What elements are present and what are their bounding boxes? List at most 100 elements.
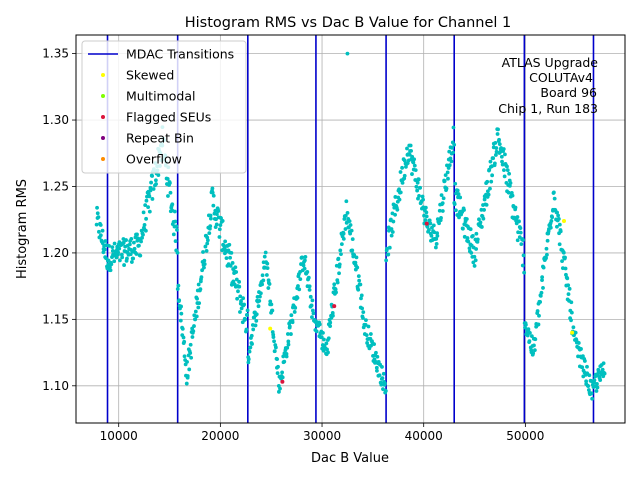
data-point (361, 316, 365, 320)
data-point (374, 365, 379, 370)
data-point (237, 284, 242, 289)
legend-box (81, 40, 247, 174)
data-point (180, 326, 185, 331)
data-point (433, 245, 438, 250)
data-point (515, 238, 520, 243)
data-point (366, 324, 371, 329)
data-point (177, 298, 182, 303)
data-point (451, 125, 456, 130)
data-point (134, 252, 139, 256)
data-point (256, 304, 261, 309)
data-point (120, 255, 125, 260)
data-point (585, 364, 589, 369)
data-point (250, 342, 254, 346)
data-point (538, 300, 543, 304)
data-point (492, 161, 497, 166)
data-point (199, 275, 204, 280)
data-point (494, 153, 498, 157)
data-point (532, 348, 537, 353)
data-point (383, 388, 388, 393)
data-point (144, 228, 148, 233)
data-point (238, 310, 242, 314)
data-point (246, 360, 251, 365)
data-point (450, 145, 455, 150)
data-point (474, 247, 479, 251)
data-point (171, 232, 176, 237)
data-point (602, 371, 607, 376)
data-point (202, 262, 207, 266)
legend-flagged-seus-label: Flagged SEUs (126, 110, 211, 125)
data-point (475, 237, 480, 242)
data-point (375, 354, 380, 359)
data-point (528, 331, 532, 335)
data-point (95, 211, 100, 216)
data-point (348, 223, 353, 227)
data-point (137, 243, 141, 248)
data-point (260, 273, 265, 278)
data-point (337, 271, 341, 276)
data-point (348, 231, 353, 236)
data-point (324, 341, 329, 346)
data-point (449, 159, 454, 164)
data-point (147, 209, 152, 214)
data-point (108, 265, 112, 269)
data-point (101, 250, 106, 255)
data-point (409, 148, 413, 153)
x-tick-label: 10000 (100, 429, 138, 443)
data-point (138, 253, 143, 258)
data-point (326, 350, 330, 355)
data-point (445, 170, 450, 175)
data-point (263, 250, 268, 255)
data-point (210, 190, 215, 195)
data-point (536, 322, 541, 327)
data-point (539, 290, 544, 295)
data-point (117, 258, 122, 263)
data-point (472, 264, 477, 268)
data-point (308, 294, 313, 299)
data-point (423, 218, 428, 222)
data-point (278, 386, 282, 391)
data-point (377, 373, 382, 378)
data-point (124, 238, 128, 242)
y-tick-label: 1.30 (42, 113, 69, 127)
data-point (506, 190, 511, 195)
data-point (518, 230, 523, 235)
data-point (209, 216, 213, 221)
data-point (482, 197, 487, 202)
data-point (435, 233, 440, 238)
data-point (587, 373, 592, 378)
data-point (416, 177, 421, 182)
data-point (286, 342, 291, 347)
y-tick-label: 1.25 (42, 179, 69, 193)
legend-overflow-marker (101, 157, 105, 161)
data-point (238, 294, 243, 299)
flagged-seus-point (280, 379, 285, 384)
data-point (472, 254, 477, 259)
data-point (513, 205, 518, 210)
data-point (286, 339, 291, 344)
data-point (335, 280, 340, 285)
data-point (347, 219, 352, 224)
data-point (237, 279, 242, 284)
data-point (400, 165, 405, 170)
data-point (276, 364, 280, 369)
data-point (265, 266, 270, 271)
data-point (170, 202, 175, 207)
data-point (441, 196, 446, 201)
data-point (502, 168, 506, 173)
y-tick-label: 1.10 (42, 379, 69, 393)
data-point (429, 233, 434, 238)
data-point (219, 216, 223, 221)
data-point (586, 384, 591, 389)
data-point (432, 230, 437, 235)
data-point (565, 276, 570, 281)
data-point (447, 163, 452, 168)
data-point (569, 318, 573, 323)
data-point (427, 218, 432, 223)
data-point (541, 265, 546, 270)
data-point (114, 255, 119, 260)
data-point (132, 240, 136, 245)
data-point (420, 194, 425, 199)
data-point (356, 274, 361, 279)
data-point (531, 351, 536, 356)
